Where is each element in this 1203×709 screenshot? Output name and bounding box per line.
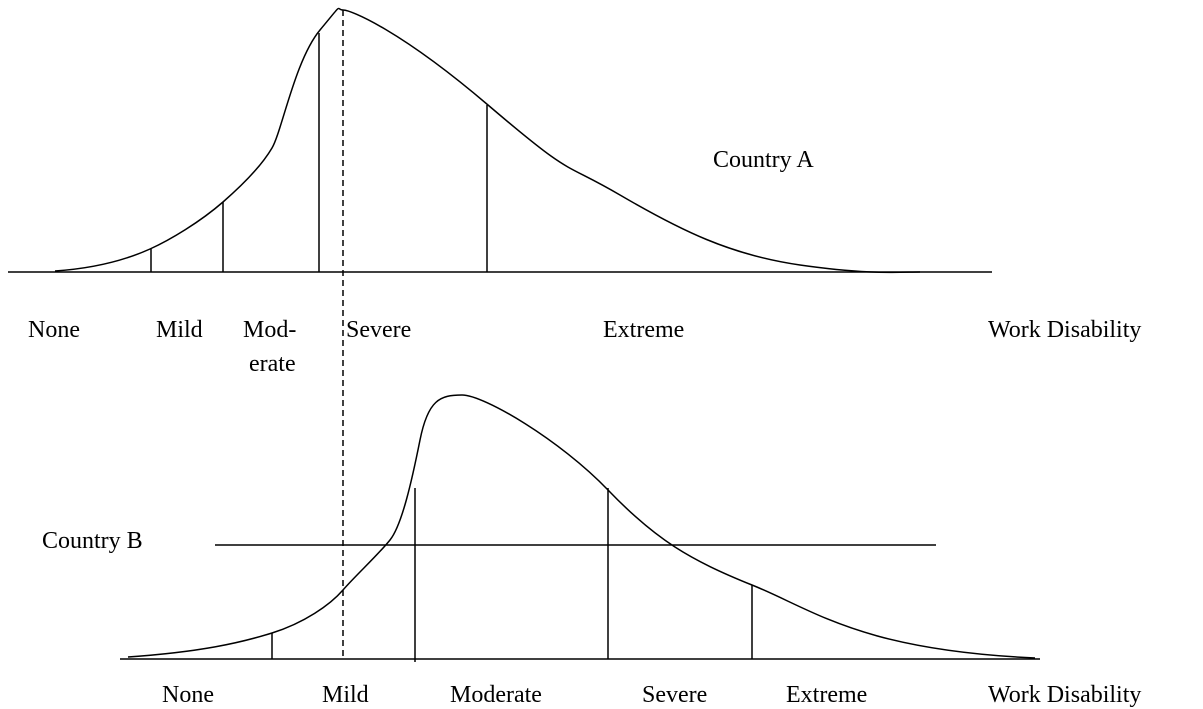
axis-label: Moderate: [450, 682, 542, 708]
country-label: Country A: [713, 147, 814, 173]
axis-label: Mod-: [243, 317, 296, 343]
axis-label: erate: [249, 351, 296, 377]
axis-label: Mild: [322, 682, 369, 708]
axis-label: Extreme: [603, 317, 684, 343]
country-label: Country B: [42, 528, 143, 554]
axis-label: None: [162, 682, 214, 708]
distribution-a: [54, 7, 921, 274]
axis-title: Work Disability: [988, 317, 1141, 343]
axis-label: Extreme: [786, 682, 867, 708]
distribution-b: [127, 394, 1036, 659]
axis-label: Severe: [346, 317, 411, 343]
axis-label: Severe: [642, 682, 707, 708]
axis-label: None: [28, 317, 80, 343]
axis-label: Mild: [156, 317, 203, 343]
axis-title: Work Disability: [988, 682, 1141, 708]
